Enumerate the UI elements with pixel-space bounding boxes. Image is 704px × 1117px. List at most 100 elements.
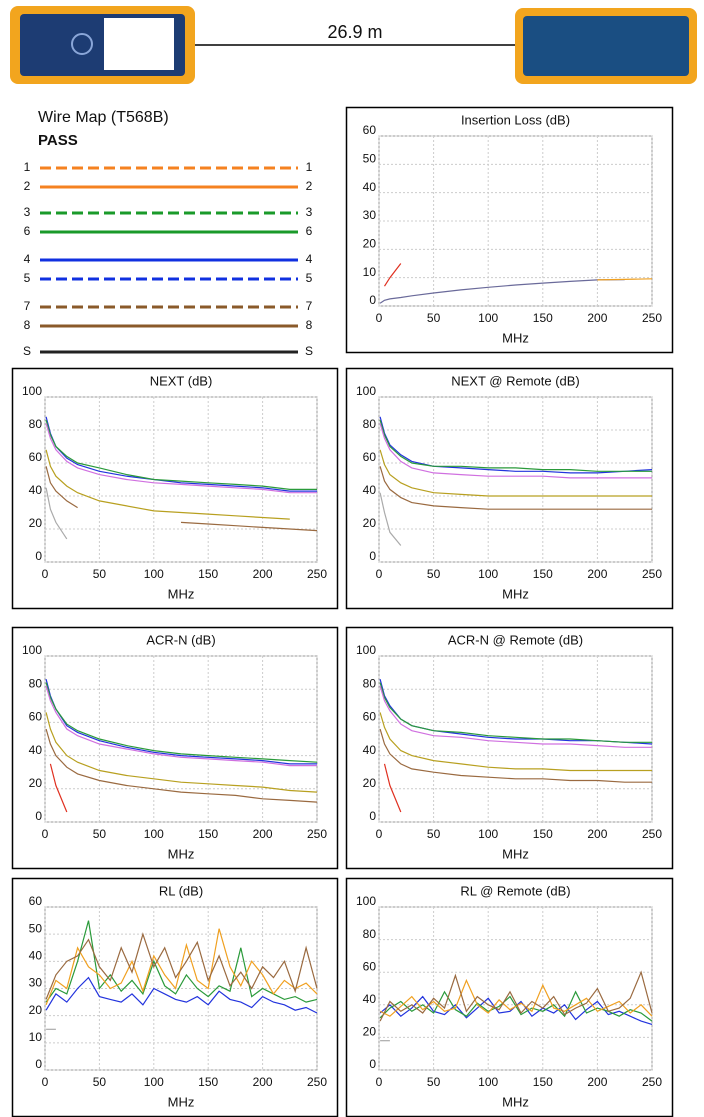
pin-label: S [23, 344, 31, 358]
series-line [379, 728, 652, 783]
x-tick-label: 150 [533, 827, 553, 841]
y-tick-label: 40 [29, 483, 43, 497]
series-line [379, 419, 652, 472]
x-axis-label: MHz [502, 846, 529, 861]
y-tick-label: 30 [363, 208, 377, 222]
x-tick-label: 200 [587, 311, 607, 325]
x-tick-label: 100 [478, 1075, 498, 1089]
y-tick-label: 20 [29, 776, 43, 790]
series-line [379, 682, 652, 743]
y-tick-label: 0 [35, 549, 42, 563]
chart-title: RL @ Remote (dB) [460, 883, 570, 898]
x-tick-label: 100 [478, 567, 498, 581]
y-tick-label: 20 [29, 1003, 43, 1017]
main-unit [10, 6, 195, 84]
y-tick-label: 40 [29, 949, 43, 963]
x-tick-label: 100 [478, 827, 498, 841]
chart-frame [345, 367, 674, 610]
series-line [49, 763, 68, 813]
series-line [597, 278, 653, 281]
x-tick-label: 0 [42, 1075, 49, 1089]
remote-unit [515, 8, 697, 84]
y-tick-label: 20 [363, 237, 377, 251]
series-line [45, 685, 317, 767]
pin-label: 8 [306, 318, 313, 332]
x-tick-label: 0 [42, 827, 49, 841]
series-line [45, 920, 318, 1003]
y-tick-label: 100 [356, 384, 376, 398]
x-axis-label: MHz [502, 1094, 529, 1109]
series-line [379, 449, 652, 497]
y-tick-label: 80 [363, 676, 377, 690]
y-tick-label: 40 [363, 483, 377, 497]
series-line [45, 419, 317, 490]
x-tick-label: 200 [587, 1075, 607, 1089]
y-tick-label: 40 [363, 992, 377, 1006]
y-tick-label: 80 [29, 417, 43, 431]
series-line [45, 728, 318, 803]
pin-label: 4 [306, 252, 313, 266]
x-tick-label: 200 [253, 1075, 273, 1089]
x-tick-label: 200 [587, 567, 607, 581]
x-tick-label: 200 [587, 827, 607, 841]
x-tick-label: 150 [198, 1075, 218, 1089]
series-line [383, 763, 402, 813]
pin-label: 7 [306, 299, 313, 313]
x-axis-label: MHz [168, 1094, 195, 1109]
x-tick-label: 250 [642, 1075, 662, 1089]
pin-label: 5 [24, 271, 31, 285]
y-tick-label: 80 [363, 417, 377, 431]
x-tick-label: 50 [93, 1075, 107, 1089]
x-tick-label: 200 [253, 567, 273, 581]
y-tick-label: 100 [356, 894, 376, 908]
series-line [45, 712, 318, 793]
y-tick-label: 100 [356, 643, 376, 657]
y-tick-label: 0 [35, 1057, 42, 1071]
series-line [45, 928, 318, 1006]
y-tick-label: 20 [363, 516, 377, 530]
y-tick-label: 60 [29, 710, 43, 724]
x-tick-label: 150 [533, 567, 553, 581]
series-line [379, 970, 653, 1022]
pin-label: 1 [24, 160, 31, 174]
y-tick-label: 40 [29, 743, 43, 757]
chart-title: NEXT (dB) [150, 373, 213, 388]
x-tick-label: 250 [307, 567, 327, 581]
chart-title: ACR-N @ Remote (dB) [448, 632, 583, 647]
x-tick-label: 100 [144, 1075, 164, 1089]
series-line [379, 712, 652, 772]
x-tick-label: 150 [533, 1075, 553, 1089]
y-tick-label: 40 [363, 743, 377, 757]
x-tick-label: 0 [376, 567, 383, 581]
pin-label: 4 [24, 252, 31, 266]
chart-frame [345, 106, 674, 354]
x-axis-label: MHz [168, 846, 195, 861]
x-tick-label: 50 [427, 1075, 441, 1089]
pin-label: 6 [306, 224, 313, 238]
pin-label: S [305, 344, 313, 358]
x-tick-label: 50 [427, 827, 441, 841]
x-tick-label: 200 [253, 827, 273, 841]
y-tick-label: 60 [29, 894, 43, 908]
y-tick-label: 20 [29, 516, 43, 530]
x-tick-label: 50 [93, 827, 107, 841]
y-tick-label: 60 [363, 123, 377, 137]
x-tick-label: 250 [642, 311, 662, 325]
chart-title: ACR-N (dB) [146, 632, 215, 647]
y-tick-label: 20 [363, 1025, 377, 1039]
chart-frame [11, 626, 339, 870]
x-tick-label: 50 [427, 567, 441, 581]
x-tick-label: 150 [198, 567, 218, 581]
pin-label: 2 [306, 179, 313, 193]
wire-map-result: PASS [38, 132, 78, 149]
pin-label: 6 [24, 224, 31, 238]
y-tick-label: 80 [363, 927, 377, 941]
chart-frame [11, 367, 339, 610]
series-line [383, 263, 402, 287]
y-tick-label: 20 [363, 776, 377, 790]
chart-title: RL (dB) [159, 883, 203, 898]
y-tick-label: 0 [369, 293, 376, 307]
y-tick-label: 60 [363, 710, 377, 724]
y-tick-label: 0 [369, 549, 376, 563]
y-tick-label: 50 [363, 152, 377, 166]
